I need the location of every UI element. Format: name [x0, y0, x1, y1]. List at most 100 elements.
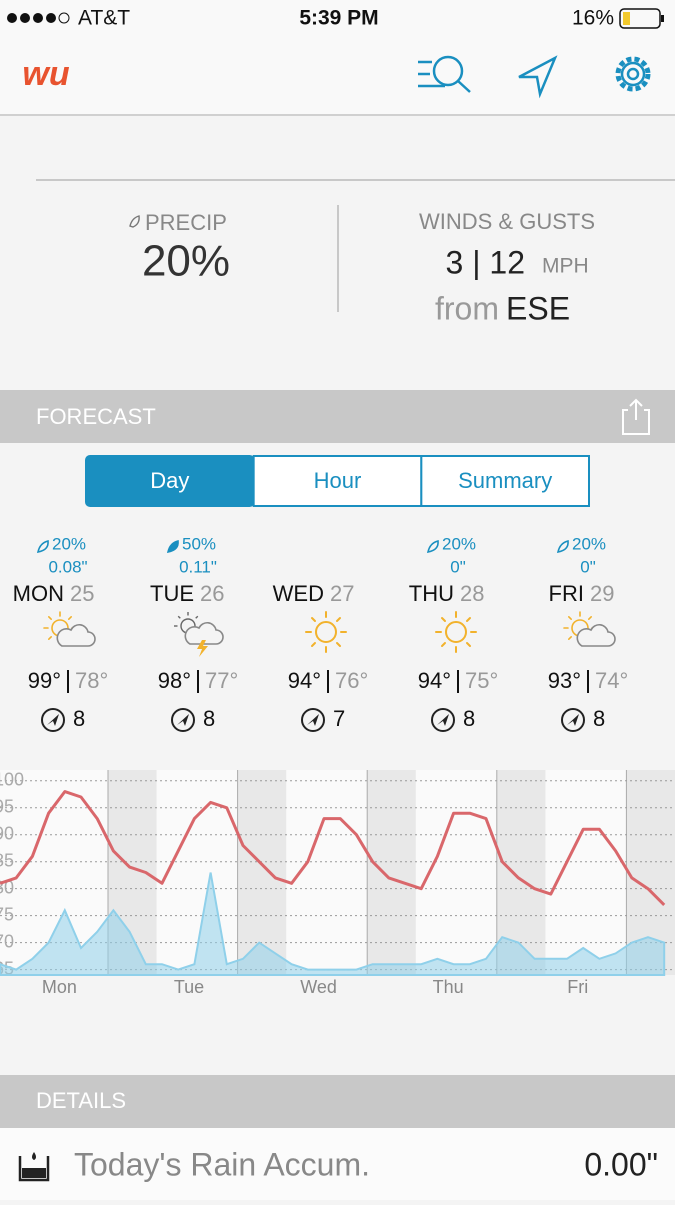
wind-speed: 7	[333, 706, 345, 731]
day-name: TUE	[150, 581, 194, 606]
day-column: 20% 0" FRI 29 93° 74° 8	[548, 534, 628, 732]
tab-label[interactable]: Day	[150, 468, 189, 493]
section-bar	[0, 1075, 675, 1128]
chart: 65707580859095100MonTueWedThuFri	[0, 770, 675, 997]
weather-icon	[305, 611, 347, 653]
drop-icon	[426, 540, 439, 554]
y-tick-label: 70	[0, 931, 14, 951]
wind-speed: 8	[73, 706, 85, 731]
section-title: DETAILS	[36, 1088, 126, 1113]
drop-icon	[556, 540, 569, 554]
wind-speed: 8	[203, 706, 215, 731]
y-tick-label: 95	[0, 797, 14, 817]
day-date: 26	[200, 581, 224, 606]
clock: 5:39 PM	[299, 7, 378, 30]
day-name: THU	[409, 581, 454, 606]
detail-row	[0, 1128, 675, 1200]
precip-value: 20%	[142, 237, 230, 286]
day-column: 50% 0.11" TUE 26 98° 77° 8	[150, 534, 238, 732]
wind-icon	[41, 708, 65, 732]
precip-chance: 20%	[572, 534, 606, 553]
settings-button[interactable]	[615, 56, 651, 92]
day-date: 29	[590, 581, 614, 606]
day-date: 28	[460, 581, 484, 606]
app-header	[0, 0, 675, 115]
from-label: from	[435, 290, 499, 326]
precip-chance: 50%	[182, 534, 216, 553]
tab-bar: Day Hour Summary	[85, 455, 591, 507]
high-temp: 99°	[28, 668, 61, 693]
area	[0, 872, 666, 976]
tab-label[interactable]: Summary	[458, 468, 552, 493]
y-tick-label: 90	[0, 823, 14, 843]
wind-icon	[301, 708, 325, 732]
low-temp: 77°	[205, 668, 238, 693]
day-column: 20% 0.08" MON 25 99° 78° 8	[13, 534, 108, 732]
weather-icon	[44, 612, 95, 646]
y-tick-label: 75	[0, 904, 14, 924]
low-temp: 76°	[335, 668, 368, 693]
signal	[7, 12, 70, 24]
high-temp: 93°	[548, 668, 581, 693]
detail-label: Today's Rain Accum.	[74, 1146, 370, 1182]
x-tick-label: Wed	[300, 977, 337, 997]
night-band	[367, 770, 416, 975]
high-temp: 98°	[158, 668, 191, 693]
battery-percent: 16%	[572, 7, 614, 30]
winds-value: 3 | 12	[446, 244, 525, 280]
winds-label: WINDS & GUSTS	[419, 209, 595, 234]
day-column: WED 27 94° 76° 7	[273, 581, 368, 732]
low-temp: 78°	[75, 668, 108, 693]
precip-amount: 0.11"	[179, 557, 217, 576]
line	[0, 790, 666, 906]
precip-amount: 0"	[580, 557, 596, 576]
y-tick-label: 100	[0, 770, 24, 790]
wind-direction: ESE	[506, 290, 570, 326]
x-tick-label: Tue	[174, 977, 204, 997]
precip-chance: 20%	[52, 534, 86, 553]
rain-gauge-icon	[18, 1152, 50, 1182]
drop-icon	[129, 215, 140, 228]
wind-speed: 8	[463, 706, 475, 731]
winds-unit: MPH	[542, 255, 589, 278]
day-name: WED	[273, 581, 324, 606]
precip-chance: 20%	[442, 534, 476, 553]
weather-icon	[564, 612, 615, 646]
night-band	[237, 770, 287, 975]
drop-icon	[166, 540, 179, 554]
day-date: 25	[70, 581, 94, 606]
wind-icon	[561, 708, 585, 732]
wind-icon	[431, 708, 455, 732]
high-temp: 94°	[288, 668, 321, 693]
section-bar	[0, 390, 675, 443]
logo: wu	[22, 55, 69, 93]
weather-icon	[173, 611, 224, 658]
drop-icon	[36, 540, 49, 554]
tab-label[interactable]: Hour	[314, 468, 362, 493]
high-temp: 94°	[418, 668, 451, 693]
day-name: MON	[13, 581, 64, 606]
day-column: 20% 0" THU 28 94° 75° 8	[409, 534, 498, 732]
share-button[interactable]	[622, 398, 650, 435]
wind-speed: 8	[593, 706, 605, 731]
x-tick-label: Fri	[567, 977, 588, 997]
low-temp: 74°	[595, 668, 628, 693]
location-button[interactable]	[518, 55, 558, 99]
x-tick-label: Thu	[433, 977, 464, 997]
detail-value: 0.00"	[584, 1146, 658, 1182]
low-temp: 75°	[465, 668, 498, 693]
y-tick-label: 85	[0, 850, 14, 870]
wind-icon	[171, 708, 195, 732]
x-tick-label: Mon	[42, 977, 77, 997]
weather-icon	[435, 611, 477, 653]
precip-amount: 0"	[450, 557, 466, 576]
section-title: FORECAST	[36, 404, 156, 429]
carrier: AT&T	[78, 7, 130, 30]
day-name: FRI	[549, 581, 584, 606]
battery-icon	[619, 8, 664, 29]
precip-label: PRECIP	[145, 210, 227, 235]
tab[interactable]	[420, 455, 591, 507]
day-date: 27	[330, 581, 354, 606]
search-button[interactable]	[418, 55, 471, 93]
